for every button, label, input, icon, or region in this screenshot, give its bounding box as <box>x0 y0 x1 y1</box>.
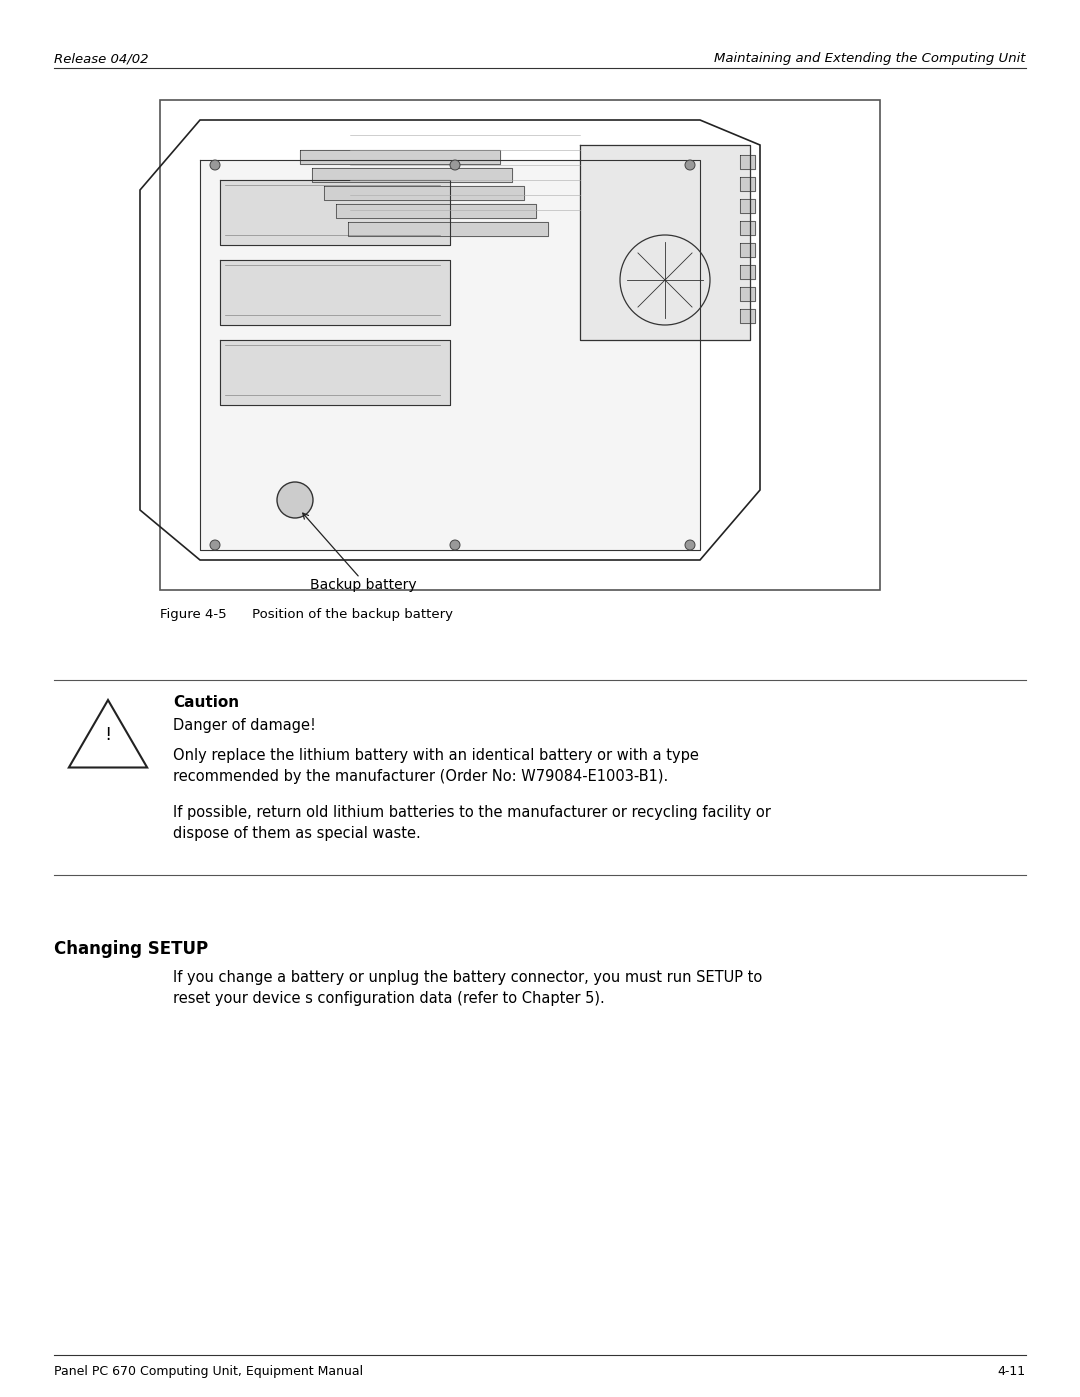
Bar <box>160 101 880 590</box>
Text: Figure 4-5      Position of the backup battery: Figure 4-5 Position of the backup batter… <box>160 608 453 622</box>
Text: Maintaining and Extending the Computing Unit: Maintaining and Extending the Computing … <box>715 52 1026 66</box>
Polygon shape <box>336 204 536 218</box>
Polygon shape <box>740 198 755 212</box>
Polygon shape <box>324 186 524 200</box>
Text: Backup battery: Backup battery <box>310 578 417 592</box>
Circle shape <box>210 541 220 550</box>
Polygon shape <box>740 155 755 169</box>
Text: Danger of damage!: Danger of damage! <box>173 718 315 733</box>
Polygon shape <box>220 260 450 326</box>
Text: Changing SETUP: Changing SETUP <box>54 940 208 958</box>
Circle shape <box>276 482 313 518</box>
Polygon shape <box>220 180 450 244</box>
Polygon shape <box>348 222 548 236</box>
Polygon shape <box>740 177 755 191</box>
Text: Release 04/02: Release 04/02 <box>54 52 149 66</box>
Circle shape <box>210 161 220 170</box>
Text: If you change a battery or unplug the battery connector, you must run SETUP to
r: If you change a battery or unplug the ba… <box>173 970 762 1006</box>
Circle shape <box>685 541 696 550</box>
Text: Caution: Caution <box>173 694 239 710</box>
Polygon shape <box>740 286 755 300</box>
Polygon shape <box>312 168 512 182</box>
Polygon shape <box>740 221 755 235</box>
Text: !: ! <box>105 726 111 745</box>
Polygon shape <box>200 161 700 550</box>
Polygon shape <box>300 149 500 163</box>
Text: If possible, return old lithium batteries to the manufacturer or recycling facil: If possible, return old lithium batterie… <box>173 805 771 841</box>
Polygon shape <box>580 145 750 339</box>
Text: Only replace the lithium battery with an identical battery or with a type
recomm: Only replace the lithium battery with an… <box>173 747 699 784</box>
Circle shape <box>450 541 460 550</box>
Polygon shape <box>740 243 755 257</box>
Polygon shape <box>220 339 450 405</box>
Circle shape <box>685 161 696 170</box>
Polygon shape <box>69 700 147 767</box>
Circle shape <box>450 161 460 170</box>
Text: 4-11: 4-11 <box>998 1365 1026 1377</box>
Text: Panel PC 670 Computing Unit, Equipment Manual: Panel PC 670 Computing Unit, Equipment M… <box>54 1365 363 1377</box>
Polygon shape <box>740 309 755 323</box>
Polygon shape <box>740 265 755 279</box>
